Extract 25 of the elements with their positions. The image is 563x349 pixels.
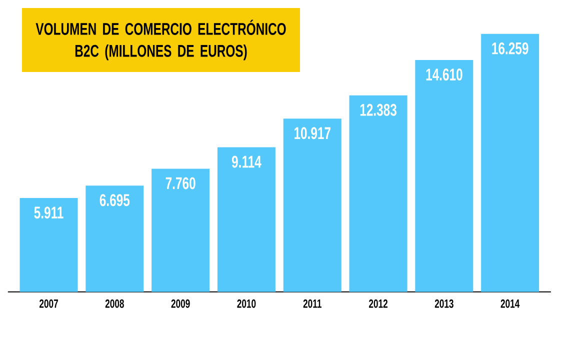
x-tick-label: 2011	[303, 299, 322, 308]
bar	[217, 147, 276, 292]
x-tick-label: 2008	[105, 299, 124, 308]
data-label: 12.383	[360, 104, 396, 116]
data-label: 10.917	[294, 127, 330, 140]
bar	[349, 95, 408, 292]
x-tick-label: 2012	[368, 299, 388, 308]
data-label: 5.911	[34, 206, 64, 219]
data-label: 7.760	[166, 177, 196, 190]
bar	[283, 118, 342, 292]
x-tick-label: 2007	[39, 299, 58, 308]
bar	[152, 168, 210, 292]
data-label: 16.259	[492, 42, 528, 54]
data-label: 9.114	[232, 156, 262, 168]
x-tick-label: 2014	[500, 299, 520, 308]
x-tick-label: 2009	[171, 299, 190, 308]
bar	[415, 60, 474, 292]
x-tick-label: 2010	[237, 299, 256, 308]
bar	[20, 198, 78, 292]
chart-title: VOLUMEN DE COMERCIO ELECTRÓNICO B2C (MILLONES DE EUROS)	[36, 20, 286, 60]
x-tick-label: 2013	[434, 299, 454, 308]
bar	[481, 34, 540, 292]
data-label: 6.695	[100, 194, 130, 206]
data-label: 14.610	[426, 68, 462, 81]
bar	[86, 186, 144, 292]
